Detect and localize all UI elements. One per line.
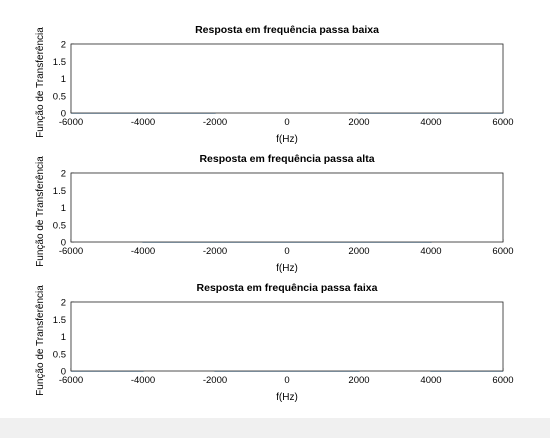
subplot-1: -6000 -4000 -2000 0 2000 4000 6000 0 0.5 1 1.5 2 Res… (35, 24, 514, 145)
x-tick-label: -2000 (203, 375, 227, 386)
x-tick-label: 6000 (492, 375, 513, 386)
chart-title: Resposta em frequência passa faixa (197, 282, 378, 294)
y-tick-label: 0 (61, 238, 66, 249)
axes-frame (70, 172, 504, 243)
y-tick-label: 0 (61, 109, 66, 120)
x-tick-label: 0 (284, 375, 289, 386)
y-tick-label: 1.5 (53, 315, 66, 326)
x-tick-label: 4000 (420, 375, 441, 386)
y-tick-label: 0.5 (53, 349, 66, 360)
x-tick-label: -4000 (131, 246, 155, 257)
y-axis-label: Função de Transferência (35, 156, 46, 267)
x-tick-label: 6000 (492, 117, 513, 128)
subplot-2: -6000 -4000 -2000 0 2000 4000 6000 0 0.5 1 1.5 2 Res… (35, 153, 514, 274)
x-tick-label: 6000 (492, 246, 513, 257)
x-tick-label: -2000 (203, 117, 227, 128)
y-axis-label: Função de Transferência (35, 27, 46, 138)
y-tick-label: 2 (61, 40, 66, 51)
y-axis-label: Função de Transferência (35, 285, 46, 396)
axes-frame (70, 43, 504, 114)
y-tick-label: 1 (61, 74, 66, 85)
x-tick-label: 2000 (348, 117, 369, 128)
figure-canvas: -6000 -4000 -2000 0 2000 4000 600000.511.52Res… (0, 0, 550, 418)
x-tick-label: -6000 (59, 375, 83, 386)
y-tick-label: 1 (61, 203, 66, 214)
y-tick-label: 2 (61, 169, 66, 180)
x-tick-label: 4000 (420, 246, 441, 257)
y-tick-label: 2 (61, 298, 66, 309)
x-axis-label: f(Hz) (276, 392, 298, 403)
y-tick-label: 0.5 (53, 220, 66, 231)
subplot-3: -6000 -4000 -2000 0 2000 4000 6000 0 0.5 1 1.5 2 Res… (35, 282, 514, 403)
axes-frame (70, 301, 504, 372)
x-tick-label: -4000 (131, 375, 155, 386)
x-axis-label: f(Hz) (276, 134, 298, 145)
y-tick-label: 1.5 (53, 186, 66, 197)
x-tick-label: 0 (284, 117, 289, 128)
y-tick-label: 1 (61, 332, 66, 343)
bottom-strip (0, 418, 550, 438)
x-tick-label: -6000 (59, 246, 83, 257)
x-tick-label: 2000 (348, 375, 369, 386)
x-axis-label: f(Hz) (276, 263, 298, 274)
chart-title: Resposta em frequência passa alta (199, 153, 374, 165)
x-tick-label: -2000 (203, 246, 227, 257)
y-tick-label: 0.5 (53, 91, 66, 102)
x-tick-label: -4000 (131, 117, 155, 128)
y-tick-label: 1.5 (53, 57, 66, 68)
x-tick-label: 0 (284, 246, 289, 257)
y-tick-label: 0 (61, 367, 66, 378)
x-tick-label: -6000 (59, 117, 83, 128)
chart-title: Resposta em frequência passa baixa (195, 24, 379, 36)
x-tick-label: 4000 (420, 117, 441, 128)
x-tick-label: 2000 (348, 246, 369, 257)
